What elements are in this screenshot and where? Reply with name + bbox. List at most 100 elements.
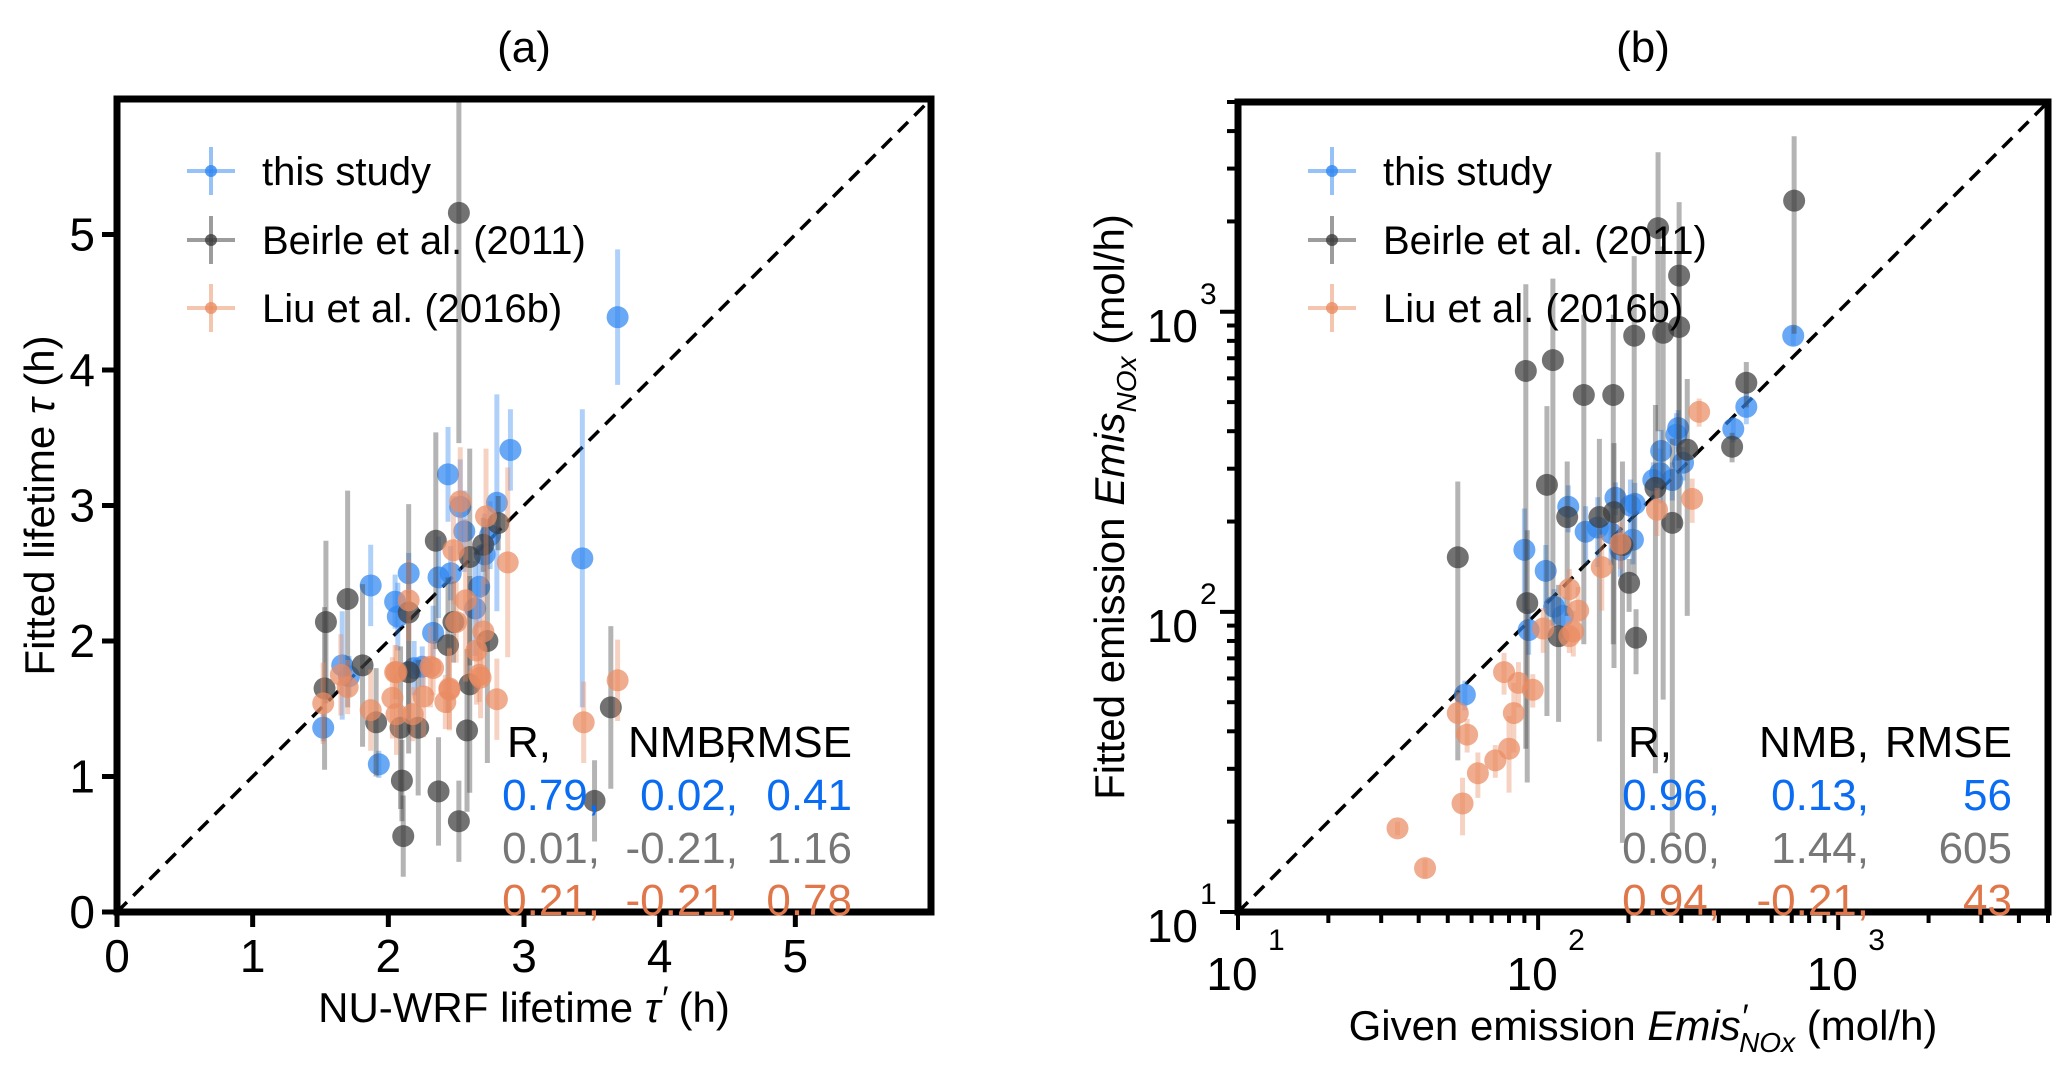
data-point bbox=[468, 575, 491, 598]
data-point bbox=[1661, 511, 1684, 534]
y-tick-label: 10 bbox=[1147, 300, 1198, 352]
legend-label: Liu et al. (2016b) bbox=[262, 287, 562, 331]
data-point bbox=[442, 539, 465, 562]
data-point bbox=[447, 810, 470, 833]
stats-rmse-value: 0.41 bbox=[766, 771, 852, 820]
legend-label: Beirle et al. (2011) bbox=[262, 219, 586, 263]
data-point bbox=[437, 463, 460, 486]
stats-header-rmse: RMSE bbox=[725, 718, 852, 767]
data-point bbox=[1668, 264, 1691, 287]
legend-label: Liu et al. (2016b) bbox=[1383, 287, 1683, 331]
x-tick-label: 4 bbox=[647, 930, 673, 982]
data-point bbox=[314, 611, 337, 634]
data-point bbox=[454, 589, 477, 612]
data-point bbox=[1558, 578, 1581, 601]
legend-marker bbox=[1326, 165, 1338, 177]
y-tick-label: 0 bbox=[69, 886, 95, 938]
stats-header-r: R, bbox=[1628, 718, 1672, 767]
data-point bbox=[1521, 678, 1544, 701]
legend-marker bbox=[205, 165, 217, 177]
series-2 bbox=[312, 447, 629, 763]
legend-marker bbox=[1326, 302, 1338, 314]
data-point bbox=[336, 587, 359, 610]
data-point bbox=[1446, 546, 1469, 569]
x-tick-label: 1 bbox=[240, 930, 266, 982]
data-point bbox=[1453, 683, 1476, 706]
data-point bbox=[1590, 556, 1613, 579]
y-tick-exponent: 1 bbox=[1200, 878, 1217, 911]
data-point bbox=[606, 306, 629, 329]
data-point bbox=[445, 611, 468, 634]
data-point bbox=[390, 769, 413, 792]
tick-base: 10 bbox=[1507, 948, 1558, 1000]
data-point bbox=[392, 825, 415, 848]
data-point bbox=[359, 574, 382, 597]
data-point bbox=[1556, 506, 1579, 529]
legend-item: Liu et al. (2016b) bbox=[187, 284, 562, 332]
y-axis-label: Fitted lifetime τ (h) bbox=[16, 335, 63, 675]
data-point bbox=[499, 438, 522, 461]
y-tick-label: 10 bbox=[1147, 600, 1198, 652]
legend-label: Beirle et al. (2011) bbox=[1383, 219, 1707, 263]
label-text: Given emission bbox=[1349, 1002, 1648, 1049]
x-tick-label: 10 bbox=[1507, 948, 1558, 1000]
data-point bbox=[384, 661, 407, 684]
data-point bbox=[438, 678, 461, 701]
data-point bbox=[1513, 538, 1536, 561]
data-point bbox=[1618, 571, 1641, 594]
legend-label: this study bbox=[262, 150, 431, 194]
stats-nmb-value: 1.44, bbox=[1771, 824, 1869, 873]
data-point bbox=[1558, 625, 1581, 648]
data-point bbox=[424, 529, 447, 552]
data-point bbox=[1484, 749, 1507, 772]
data-point bbox=[1567, 599, 1590, 622]
data-point bbox=[1532, 617, 1555, 640]
data-point bbox=[1609, 532, 1632, 555]
data-point bbox=[1602, 501, 1625, 524]
data-point bbox=[468, 663, 491, 686]
data-point bbox=[1681, 487, 1704, 510]
y-tick-label: 2 bbox=[69, 615, 95, 667]
data-point bbox=[359, 699, 382, 722]
stats-header-r: R, bbox=[507, 718, 551, 767]
data-point bbox=[1534, 559, 1557, 582]
one-to-one-reference-line bbox=[115, 97, 933, 914]
x-tick-exponent: 1 bbox=[1268, 924, 1285, 957]
data-point bbox=[427, 780, 450, 803]
data-point bbox=[1676, 438, 1699, 461]
stats-rmse-value: 605 bbox=[1939, 824, 2012, 873]
y-tick-label: 10 bbox=[1147, 900, 1198, 952]
label-unit: (h) bbox=[667, 984, 730, 1031]
data-point bbox=[1735, 371, 1758, 394]
data-point bbox=[1644, 476, 1667, 499]
data-point bbox=[449, 490, 472, 513]
data-point bbox=[447, 201, 470, 224]
data-point bbox=[397, 589, 420, 612]
data-point bbox=[1661, 469, 1684, 492]
data-point bbox=[485, 688, 508, 711]
legend-marker bbox=[205, 234, 217, 246]
label-symbol: Emis bbox=[1647, 1002, 1740, 1049]
series-0 bbox=[312, 249, 629, 778]
data-point bbox=[336, 676, 359, 699]
data-point bbox=[1623, 324, 1646, 347]
label-unit: (mol/h) bbox=[1086, 214, 1133, 356]
label-text: Fitted lifetime bbox=[16, 414, 63, 675]
stats-rmse-value: 0.78 bbox=[766, 876, 852, 925]
data-point bbox=[397, 562, 420, 585]
x-tick-label: 10 bbox=[1206, 948, 1257, 1000]
label-text: NU-WRF lifetime bbox=[318, 984, 645, 1031]
data-point bbox=[1650, 439, 1673, 462]
y-tick-exponent: 3 bbox=[1200, 278, 1217, 311]
data-point bbox=[1722, 417, 1745, 440]
data-point bbox=[422, 657, 445, 680]
data-point bbox=[367, 753, 390, 776]
label-text: Fitted emission bbox=[1086, 506, 1133, 800]
legend-marker bbox=[205, 302, 217, 314]
data-point bbox=[401, 703, 424, 726]
data-point bbox=[1466, 762, 1489, 785]
data-point bbox=[465, 639, 488, 662]
data-point bbox=[456, 719, 479, 742]
data-point bbox=[1735, 395, 1758, 418]
